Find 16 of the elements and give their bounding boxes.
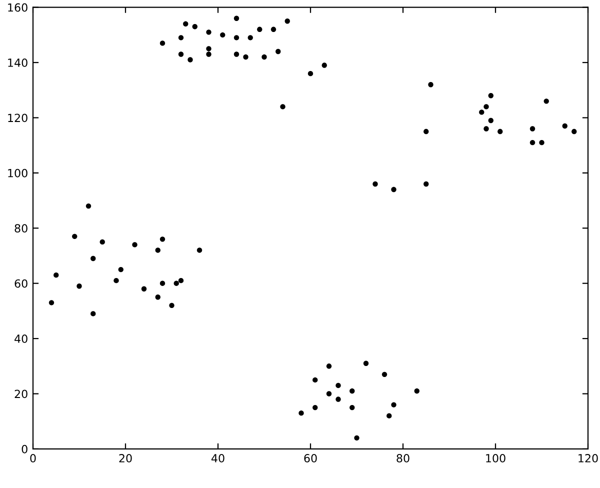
y-tick-label: 0 — [22, 444, 28, 454]
y-tick-label: 140 — [8, 58, 28, 67]
y-tick-label: 120 — [8, 114, 28, 122]
y-tick-label: 160 — [8, 3, 28, 12]
y-tick-label: 20 — [14, 390, 28, 398]
x-tick-label: 20 — [119, 454, 132, 462]
x-tick-label: 120 — [578, 454, 598, 462]
x-tick-label: 60 — [304, 454, 317, 462]
y-tick-label: 100 — [8, 168, 28, 178]
y-tick-label: 80 — [14, 224, 28, 233]
y-tick-label: 40 — [14, 334, 28, 343]
x-tick-label: 80 — [396, 454, 410, 462]
x-tick-label: 0 — [30, 454, 36, 462]
x-tick-label: 100 — [486, 454, 506, 462]
y-tick-label: 60 — [14, 279, 28, 288]
x-tick-label: 40 — [211, 454, 224, 462]
